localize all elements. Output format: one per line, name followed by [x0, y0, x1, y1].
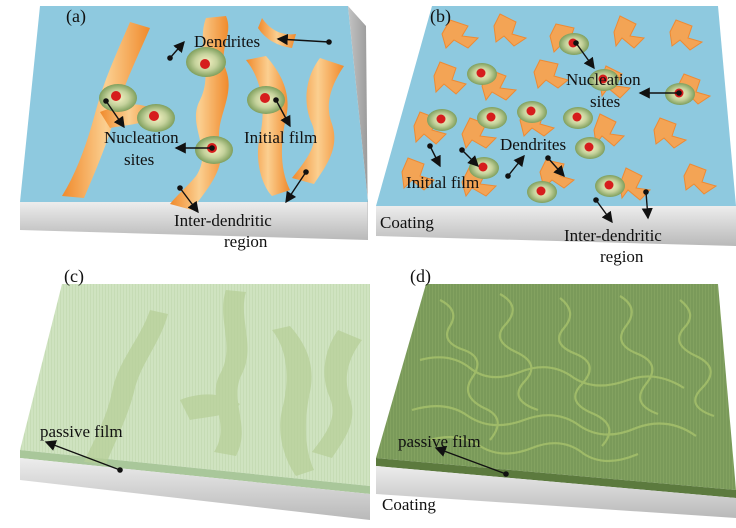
label-coating-d: Coating [382, 495, 436, 514]
label-initial-film-b: Initial film [406, 173, 479, 192]
label-inter-dendritic-b-1: Inter-dendritic [564, 226, 662, 245]
annotation-arrows-b [427, 40, 682, 224]
substrate-top-b [376, 6, 736, 206]
dendrite-traces-c [84, 290, 362, 476]
substrate-side-a [20, 202, 368, 240]
panel-a: (a) Dendrites Nucleation sites Initial f… [20, 6, 368, 251]
panel-b: (b) Nucleation sites Dendrites Initial f… [376, 6, 736, 266]
label-nucleation-b-2: sites [590, 92, 620, 111]
nucleation-sites-b [427, 33, 695, 203]
label-inter-dendritic-a-2: region [224, 232, 268, 251]
label-nucleation-a-1: Nucleation [104, 128, 179, 147]
panel-label-a: (a) [66, 6, 86, 27]
label-initial-film-a: Initial film [244, 128, 317, 147]
label-inter-dendritic-a-1: Inter-dendritic [174, 211, 272, 230]
label-passive-film-d: passive film [398, 432, 481, 451]
panel-label-b: (b) [430, 6, 451, 27]
label-nucleation-a-2: sites [124, 150, 154, 169]
label-inter-dendritic-b-2: region [600, 247, 644, 266]
substrate-side-c [20, 458, 370, 520]
label-dendrites-b: Dendrites [500, 135, 566, 154]
dendrite-traces-d [411, 293, 715, 463]
annotation-arrows-a [103, 33, 332, 214]
nucleation-sites-a [99, 47, 285, 164]
panel-label-c: (c) [64, 266, 84, 287]
label-passive-film-c: passive film [40, 422, 123, 441]
label-coating-b: Coating [380, 213, 434, 232]
passive-film-edge-d [376, 458, 736, 498]
substrate-right-a [348, 6, 368, 240]
passive-film-edge-c [20, 450, 370, 494]
label-nucleation-b-1: Nucleation [566, 70, 641, 89]
label-dendrites-a: Dendrites [194, 32, 260, 51]
panel-c: (c) passive film [20, 266, 370, 520]
dendrites-b [401, 13, 718, 201]
substrate-side-d [376, 466, 736, 518]
panel-label-d: (d) [410, 266, 431, 287]
panel-d: (d) passive film Coating [376, 266, 736, 518]
